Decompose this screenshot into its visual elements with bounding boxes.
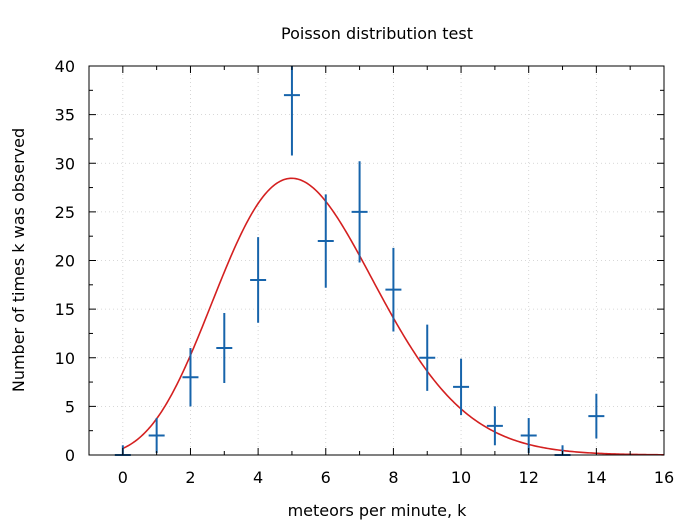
x-tick-label: 10 <box>451 468 471 487</box>
data-point <box>283 66 300 156</box>
y-tick-label: 5 <box>65 397 75 416</box>
data-point <box>486 406 503 446</box>
y-tick-label: 30 <box>55 154 75 173</box>
data-point <box>419 324 436 391</box>
x-tick-label: 12 <box>519 468 539 487</box>
x-axis-label: meteors per minute, k <box>288 501 468 520</box>
data-point <box>317 194 334 288</box>
axis-ticks <box>88 65 665 456</box>
x-tick-label: 14 <box>586 468 606 487</box>
x-tick-label: 2 <box>185 468 195 487</box>
chart-title: Poisson distribution test <box>281 24 473 43</box>
y-tick-label: 40 <box>55 57 75 76</box>
x-tick-label: 4 <box>253 468 263 487</box>
grid <box>89 66 664 455</box>
y-tick-label: 20 <box>55 252 75 271</box>
y-tick-label: 35 <box>55 106 75 125</box>
x-tick-label: 6 <box>321 468 331 487</box>
points-layer <box>114 66 605 456</box>
data-point <box>453 358 470 416</box>
y-tick-label: 0 <box>65 446 75 465</box>
data-point <box>588 393 605 439</box>
x-tick-label: 16 <box>654 468 674 487</box>
y-tick-label: 25 <box>55 203 75 222</box>
y-tick-label: 10 <box>55 349 75 368</box>
data-point <box>216 313 233 384</box>
data-point <box>385 247 402 332</box>
data-point <box>182 348 199 407</box>
data-point <box>250 237 267 323</box>
y-axis-label: Number of times k was observed <box>9 128 28 392</box>
y-tick-label: 15 <box>55 300 75 319</box>
data-point <box>351 161 368 263</box>
y-tick-labels: 0 5 10 15 20 25 30 35 40 <box>55 57 75 465</box>
x-tick-label: 0 <box>118 468 128 487</box>
data-point <box>148 418 165 454</box>
x-tick-labels: 0 2 4 6 8 10 12 14 16 <box>118 468 674 487</box>
data-point <box>520 418 537 454</box>
x-tick-label: 8 <box>388 468 398 487</box>
